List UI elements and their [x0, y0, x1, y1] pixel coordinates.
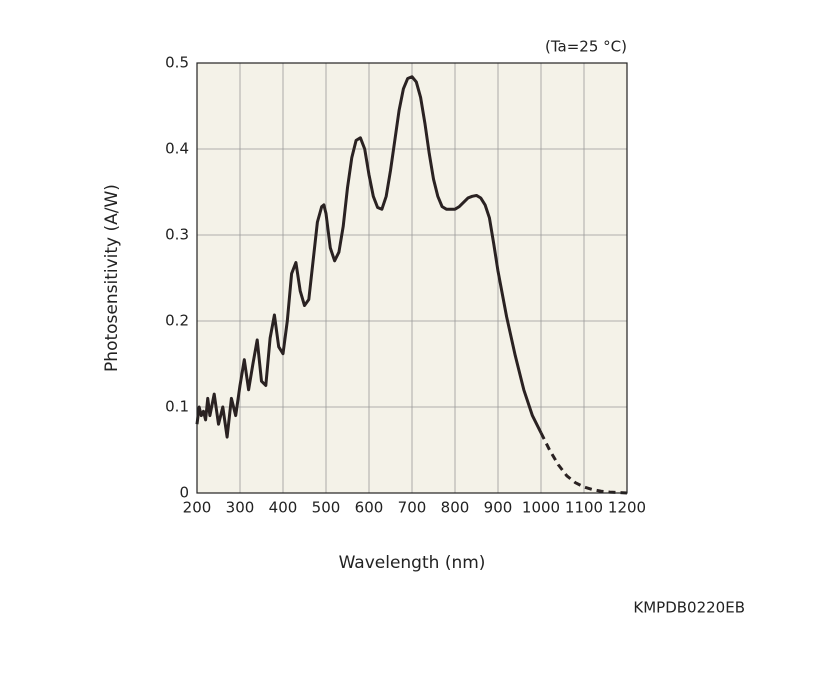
y-tick-label: 0.1 — [165, 398, 189, 416]
x-tick-label: 300 — [226, 499, 255, 517]
x-tick-label: 600 — [355, 499, 384, 517]
x-tick-label: 1000 — [522, 499, 560, 517]
spectral-curve — [539, 432, 628, 495]
x-tick-label: 900 — [484, 499, 513, 517]
y-tick-label: 0 — [179, 484, 189, 502]
x-tick-label: 700 — [398, 499, 427, 517]
plot-frame — [196, 62, 628, 494]
document-code: KMPDB0220EB — [633, 599, 745, 617]
y-tick-label: 0.4 — [165, 140, 189, 158]
x-tick-label: 1100 — [565, 499, 603, 517]
x-tick-label: 800 — [441, 499, 470, 517]
x-tick-label: 400 — [269, 499, 298, 517]
annotation: (Ta=25 °C) — [545, 38, 627, 56]
y-tick-label: 0.3 — [165, 226, 189, 244]
x-axis-label: Wavelength (nm) — [339, 553, 486, 573]
y-tick-label: 0.2 — [165, 312, 189, 330]
x-tick-label: 500 — [312, 499, 341, 517]
y-tick-label: 0.5 — [165, 54, 189, 72]
spectral-curve — [195, 75, 543, 439]
x-tick-label: 200 — [183, 499, 212, 517]
y-axis-label: Photosensitivity (A/W) — [102, 184, 122, 372]
x-tick-label: 1200 — [608, 499, 646, 517]
